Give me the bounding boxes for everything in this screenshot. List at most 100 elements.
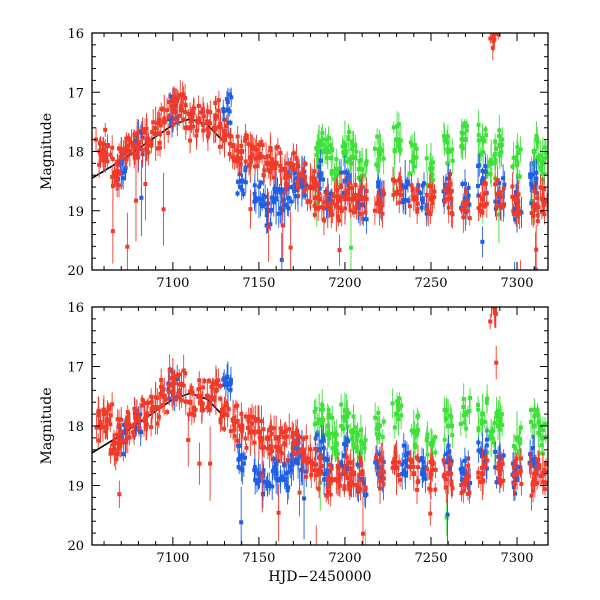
data-point <box>357 196 362 201</box>
data-point <box>259 436 264 441</box>
x-tick-label: 7100 <box>156 551 189 566</box>
data-point <box>235 191 240 196</box>
x-tick-label: 7200 <box>328 276 361 291</box>
data-point <box>495 192 500 197</box>
data-point <box>421 460 426 465</box>
data-point <box>216 98 221 103</box>
data-point <box>186 438 191 443</box>
data-point <box>313 436 318 441</box>
data-point <box>246 419 251 424</box>
data-point <box>244 445 249 450</box>
data-point <box>117 417 122 422</box>
data-point <box>511 155 516 160</box>
data-point <box>287 173 292 178</box>
data-point <box>171 371 176 376</box>
data-point <box>262 445 267 450</box>
data-point <box>282 435 287 440</box>
data-point <box>183 96 188 101</box>
data-point <box>398 477 403 482</box>
data-point <box>321 438 326 443</box>
data-point <box>478 202 483 207</box>
data-point <box>187 399 193 405</box>
data-point <box>302 496 307 501</box>
data-point <box>483 203 488 208</box>
data-point <box>138 412 143 417</box>
data-point <box>183 399 188 404</box>
data-point <box>110 157 115 162</box>
data-point <box>158 145 163 150</box>
data-point <box>394 465 400 471</box>
data-point <box>276 510 281 515</box>
data-point <box>490 45 495 50</box>
data-point <box>312 169 317 174</box>
data-point <box>476 206 481 211</box>
data-point <box>336 198 341 203</box>
data-point <box>400 183 405 188</box>
data-point <box>391 125 396 130</box>
data-point <box>493 312 498 317</box>
data-point <box>425 182 430 187</box>
data-point <box>275 145 280 150</box>
data-point <box>172 380 177 385</box>
data-point <box>399 192 404 197</box>
data-point <box>344 408 349 413</box>
data-point <box>347 130 352 135</box>
data-point <box>205 405 210 410</box>
data-point <box>399 413 404 418</box>
data-point <box>258 152 263 157</box>
data-point <box>165 410 170 415</box>
data-point <box>494 296 498 300</box>
data-point <box>292 182 297 187</box>
data-point <box>326 415 331 420</box>
data-point <box>190 110 195 115</box>
data-point <box>483 164 488 169</box>
data-point <box>347 197 352 202</box>
data-point <box>136 426 141 431</box>
data-point <box>355 449 360 454</box>
data-point <box>529 419 534 424</box>
data-point <box>488 171 493 176</box>
data-point <box>258 439 263 444</box>
data-point <box>213 387 219 393</box>
data-point <box>117 438 122 443</box>
data-point <box>414 155 419 160</box>
data-point <box>278 206 283 211</box>
data-point <box>318 158 323 163</box>
data-point <box>398 138 403 143</box>
data-point <box>427 486 432 491</box>
data-point <box>278 446 283 451</box>
data-point <box>494 410 499 415</box>
data-point <box>332 434 337 439</box>
data-point <box>543 462 548 467</box>
data-point <box>201 107 206 112</box>
data-point <box>342 441 347 446</box>
data-point <box>447 464 452 469</box>
data-point <box>121 176 126 181</box>
data-point <box>261 193 266 198</box>
data-point <box>297 450 302 455</box>
data-point <box>125 147 130 152</box>
data-point <box>515 145 520 150</box>
data-point <box>431 439 436 444</box>
data-point <box>340 464 345 469</box>
data-point <box>333 449 338 454</box>
data-point <box>186 111 191 116</box>
data-point <box>341 414 346 419</box>
data-point <box>533 160 538 165</box>
data-point <box>487 434 492 439</box>
data-point <box>281 197 286 202</box>
data-point <box>536 419 541 424</box>
data-point <box>443 477 448 482</box>
data-point <box>349 480 354 485</box>
data-point <box>228 134 233 139</box>
data-point <box>392 425 397 430</box>
data-point <box>269 207 274 212</box>
data-point <box>235 134 240 139</box>
data-point <box>131 143 136 148</box>
data-point <box>179 103 184 108</box>
data-point <box>270 449 275 454</box>
data-point <box>317 455 322 460</box>
data-point <box>286 206 291 211</box>
data-point <box>290 163 295 168</box>
data-point <box>144 424 149 429</box>
